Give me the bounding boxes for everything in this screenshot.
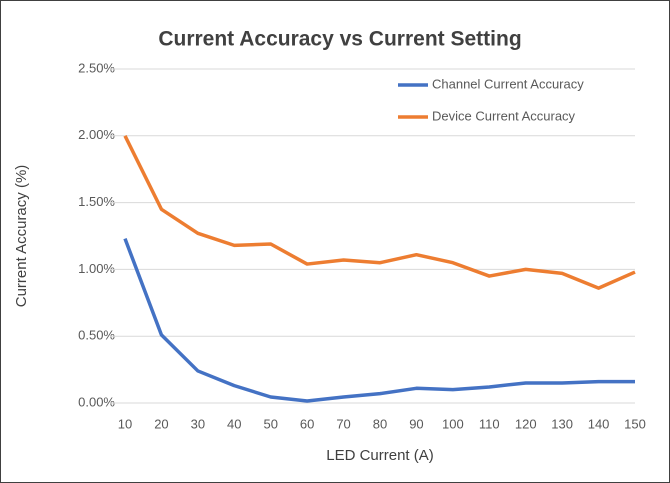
x-tick-label: 20 <box>154 416 168 431</box>
y-tick-label: 0.00% <box>78 394 115 409</box>
x-axis-title: LED Current (A) <box>326 447 434 464</box>
x-tick-label: 150 <box>624 416 646 431</box>
x-tick-label: 10 <box>118 416 132 431</box>
x-tick-label: 70 <box>336 416 350 431</box>
legend-label: Channel Current Accuracy <box>432 76 584 91</box>
x-tick-label: 110 <box>479 416 500 431</box>
y-axis-title: Current Accuracy (%) <box>13 165 30 308</box>
x-tick-label: 80 <box>373 416 387 431</box>
chart-title: Current Accuracy vs Current Setting <box>158 28 521 51</box>
x-tick-label: 50 <box>263 416 277 431</box>
legend-label: Device Current Accuracy <box>432 108 576 123</box>
x-tick-label: 120 <box>515 416 537 431</box>
x-tick-label: 140 <box>588 416 610 431</box>
x-tick-label: 40 <box>227 416 241 431</box>
y-tick-label: 1.00% <box>78 261 115 276</box>
y-tick-label: 2.50% <box>78 60 115 75</box>
y-tick-label: 0.50% <box>78 328 115 343</box>
x-tick-label: 90 <box>409 416 423 431</box>
x-tick-label: 130 <box>551 416 573 431</box>
x-tick-label: 60 <box>300 416 314 431</box>
series-line <box>123 135 636 290</box>
x-tick-label: 100 <box>442 416 464 431</box>
y-tick-label: 1.50% <box>78 194 115 209</box>
series-line <box>123 238 635 403</box>
x-tick-label: 30 <box>191 416 205 431</box>
y-tick-label: 2.00% <box>78 127 115 142</box>
